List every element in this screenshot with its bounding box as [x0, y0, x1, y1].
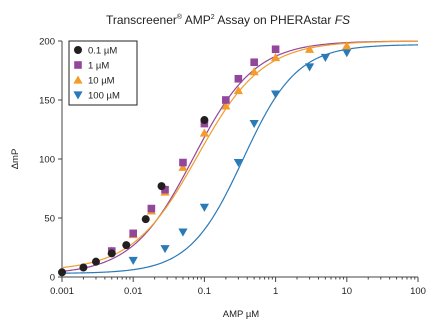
x-tick-label: 0.1 — [198, 286, 211, 297]
data-point — [107, 249, 116, 258]
data-point — [250, 58, 258, 67]
data-point — [221, 101, 231, 110]
title-italic-fs: FS — [335, 13, 350, 27]
data-point — [320, 53, 330, 63]
legend-label: 10 µM — [88, 76, 115, 87]
x-tick-label: 0.01 — [124, 286, 143, 297]
data-point — [342, 41, 352, 50]
data-point — [222, 96, 230, 104]
data-point — [179, 158, 187, 167]
data-point — [342, 49, 352, 58]
fit-curve — [61, 44, 419, 274]
legend: 0.1 µM 1 µM 10 µM 100 µM — [68, 40, 138, 106]
data-point — [271, 45, 280, 54]
legend-label: 0.1 µM — [88, 46, 117, 57]
data-point — [178, 228, 188, 237]
x-tick-label: 1 — [273, 286, 278, 297]
y-tick-label: 150 — [39, 96, 55, 107]
y-tick-label: 0 — [50, 273, 55, 284]
chart-title: Transcreener® AMP2 Assay on PHERAstar FS — [106, 13, 350, 27]
y-tick-label: 50 — [44, 214, 55, 225]
y-tick-label: 100 — [39, 155, 55, 166]
data-point — [122, 241, 131, 250]
title-part-2: AMP — [182, 13, 211, 27]
data-point — [304, 63, 315, 72]
data-points — [58, 41, 352, 277]
data-point — [128, 256, 138, 265]
data-point — [271, 53, 281, 62]
legend-marker — [73, 75, 83, 84]
x-tick-label: 100 — [410, 286, 426, 297]
data-point — [233, 158, 243, 168]
data-point — [79, 263, 88, 272]
data-point — [58, 268, 66, 277]
data-point — [233, 86, 243, 95]
data-point — [160, 245, 170, 254]
data-point — [91, 257, 100, 266]
title-part-3: Assay on PHERAstar — [215, 13, 335, 27]
data-point — [271, 90, 281, 99]
title-registered-mark: ® — [177, 13, 183, 21]
x-tick-label: 10 — [342, 286, 353, 297]
y-tick-label: 200 — [39, 37, 55, 48]
title-superscript-2: 2 — [211, 14, 215, 21]
data-point — [199, 128, 209, 137]
data-point — [200, 116, 209, 125]
x-axis-label: AMP µM — [223, 309, 260, 320]
data-point — [147, 204, 156, 213]
plot-axes: 0 50 100 150 200 0.001 0.01 0.1 1 10 100 — [39, 37, 426, 298]
legend-label: 1 µM — [88, 61, 109, 72]
data-point — [157, 182, 166, 191]
data-point — [249, 120, 259, 129]
legend-marker — [73, 91, 83, 100]
data-point — [141, 215, 150, 224]
data-point — [249, 67, 259, 76]
data-point — [234, 74, 243, 83]
legend-label: 100 µM — [88, 91, 120, 102]
title-part-1: Transcreener — [106, 13, 177, 27]
x-tick-label: 0.001 — [50, 286, 74, 297]
data-point — [199, 203, 209, 212]
data-point — [161, 185, 169, 194]
data-point — [178, 162, 188, 171]
y-axis-label: ΔmP — [10, 149, 21, 170]
legend-marker — [74, 61, 82, 69]
data-point — [304, 44, 315, 53]
legend-marker — [74, 46, 82, 54]
data-point — [129, 229, 137, 238]
